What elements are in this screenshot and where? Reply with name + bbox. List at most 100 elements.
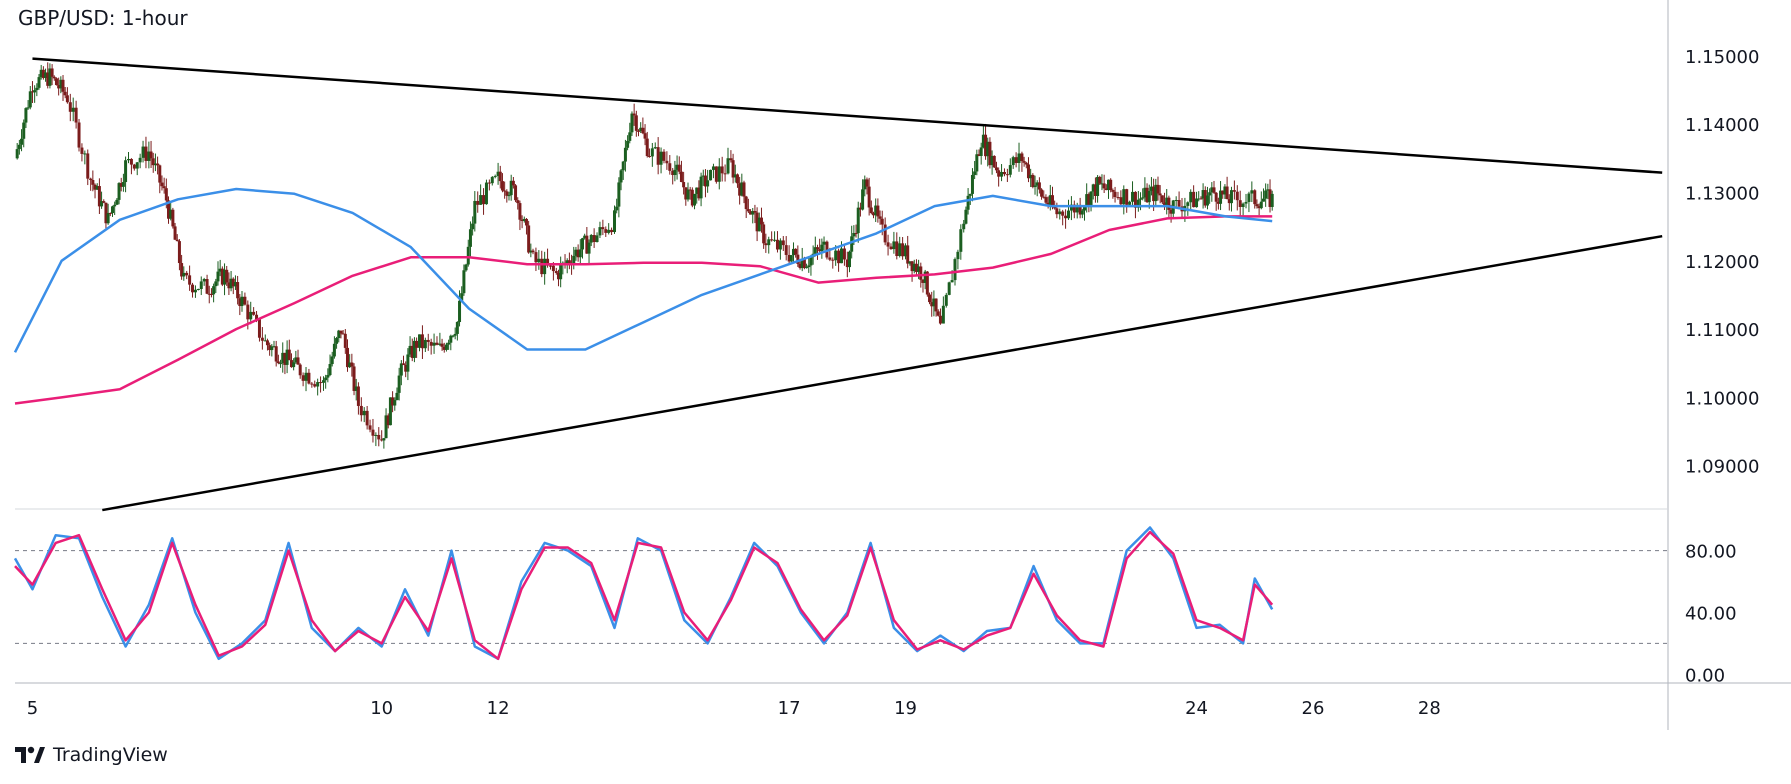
candle-body [684, 187, 688, 200]
candle-body [1026, 164, 1030, 179]
candle-body [634, 115, 638, 131]
time-tick-label: 10 [370, 698, 393, 719]
candle-body [610, 229, 614, 233]
candle-body [384, 415, 388, 439]
candle-body [397, 375, 401, 393]
candle-body [534, 252, 538, 263]
candle-body [938, 315, 942, 324]
candle-body [1066, 210, 1070, 219]
candle-body [794, 248, 798, 255]
candle-body [188, 275, 192, 285]
candle-body [738, 183, 742, 196]
candle-body [283, 352, 287, 365]
stoch-d-line [14, 530, 1274, 661]
candle-body [354, 386, 358, 391]
candle-body [962, 223, 966, 230]
candle-body [507, 195, 511, 197]
candle-body [912, 263, 916, 272]
candle-body [1024, 162, 1028, 165]
candle-body [86, 153, 90, 179]
candle-body [706, 180, 710, 187]
candle-body [496, 171, 500, 177]
candle-body [270, 346, 274, 351]
candle-body [639, 127, 643, 131]
candle-body [665, 160, 669, 164]
candle-body [1046, 202, 1050, 205]
candle-body [637, 130, 641, 132]
candle-body [1229, 190, 1233, 204]
candle-body [1083, 206, 1087, 211]
candle-body [723, 173, 727, 175]
candle-body [994, 167, 998, 171]
candle-body [1055, 208, 1059, 215]
candle-body [95, 186, 99, 190]
candle-body [1040, 189, 1044, 197]
candle-body [177, 241, 181, 264]
oscillator-tick-label: 0.00 [1685, 665, 1725, 686]
candle-body [1029, 174, 1033, 179]
candle-body [100, 201, 104, 207]
candle-body [391, 397, 395, 406]
candle-body [220, 268, 224, 285]
candle-body [548, 265, 552, 267]
candle-body [923, 271, 927, 283]
candle-body [359, 405, 363, 416]
candle-body [1244, 201, 1248, 204]
candle-body [144, 146, 148, 161]
candle-body [861, 189, 865, 210]
candle-body [1042, 196, 1046, 198]
candle-body [292, 362, 296, 368]
candle-body [28, 91, 32, 108]
candle-body [656, 147, 660, 165]
candle-body [1255, 204, 1259, 207]
candle-body [1160, 195, 1164, 203]
candle-body [263, 340, 267, 342]
candle-body [886, 242, 890, 247]
candle-body [1136, 199, 1140, 208]
candle-body [236, 282, 240, 299]
candle-body [438, 343, 442, 345]
candle-body [1098, 176, 1102, 184]
candle-body [928, 294, 932, 303]
candle-body [17, 144, 21, 150]
candle-body [623, 147, 627, 162]
candle-body [1227, 199, 1231, 204]
candle-body [1069, 204, 1073, 211]
candle-body [368, 425, 372, 430]
candle-body [91, 180, 95, 185]
candle-body [458, 300, 462, 323]
candle-body [24, 108, 28, 123]
time-tick-label: 24 [1185, 698, 1208, 719]
candle-body [880, 218, 884, 225]
candle-body [274, 346, 278, 362]
candle-body [511, 180, 515, 186]
candle-body [858, 207, 862, 210]
candle-body [393, 400, 397, 406]
time-tick-label: 17 [778, 698, 801, 719]
candle-body [214, 281, 218, 287]
candle-body [551, 265, 555, 272]
candle-body [223, 269, 227, 285]
candle-body [1087, 194, 1091, 206]
candle-body [1020, 153, 1024, 162]
candle-body [807, 265, 811, 268]
candle-body [240, 296, 244, 307]
candle-body [63, 91, 67, 96]
candle-body [341, 333, 345, 335]
candle-body [348, 362, 352, 368]
candle-body [453, 333, 457, 336]
candle-body [668, 163, 672, 171]
candle-body [296, 357, 300, 365]
candle-body [493, 176, 497, 178]
candle-body [68, 102, 72, 112]
candle-body [997, 170, 1001, 177]
candle-body [842, 248, 846, 260]
candle-body [1241, 203, 1245, 207]
brand-logo[interactable]: TradingView [15, 744, 168, 766]
candle-body [740, 182, 744, 196]
candle-body [854, 232, 858, 234]
candle-body [257, 319, 261, 338]
candle-body [522, 218, 526, 222]
candle-body [175, 239, 179, 242]
